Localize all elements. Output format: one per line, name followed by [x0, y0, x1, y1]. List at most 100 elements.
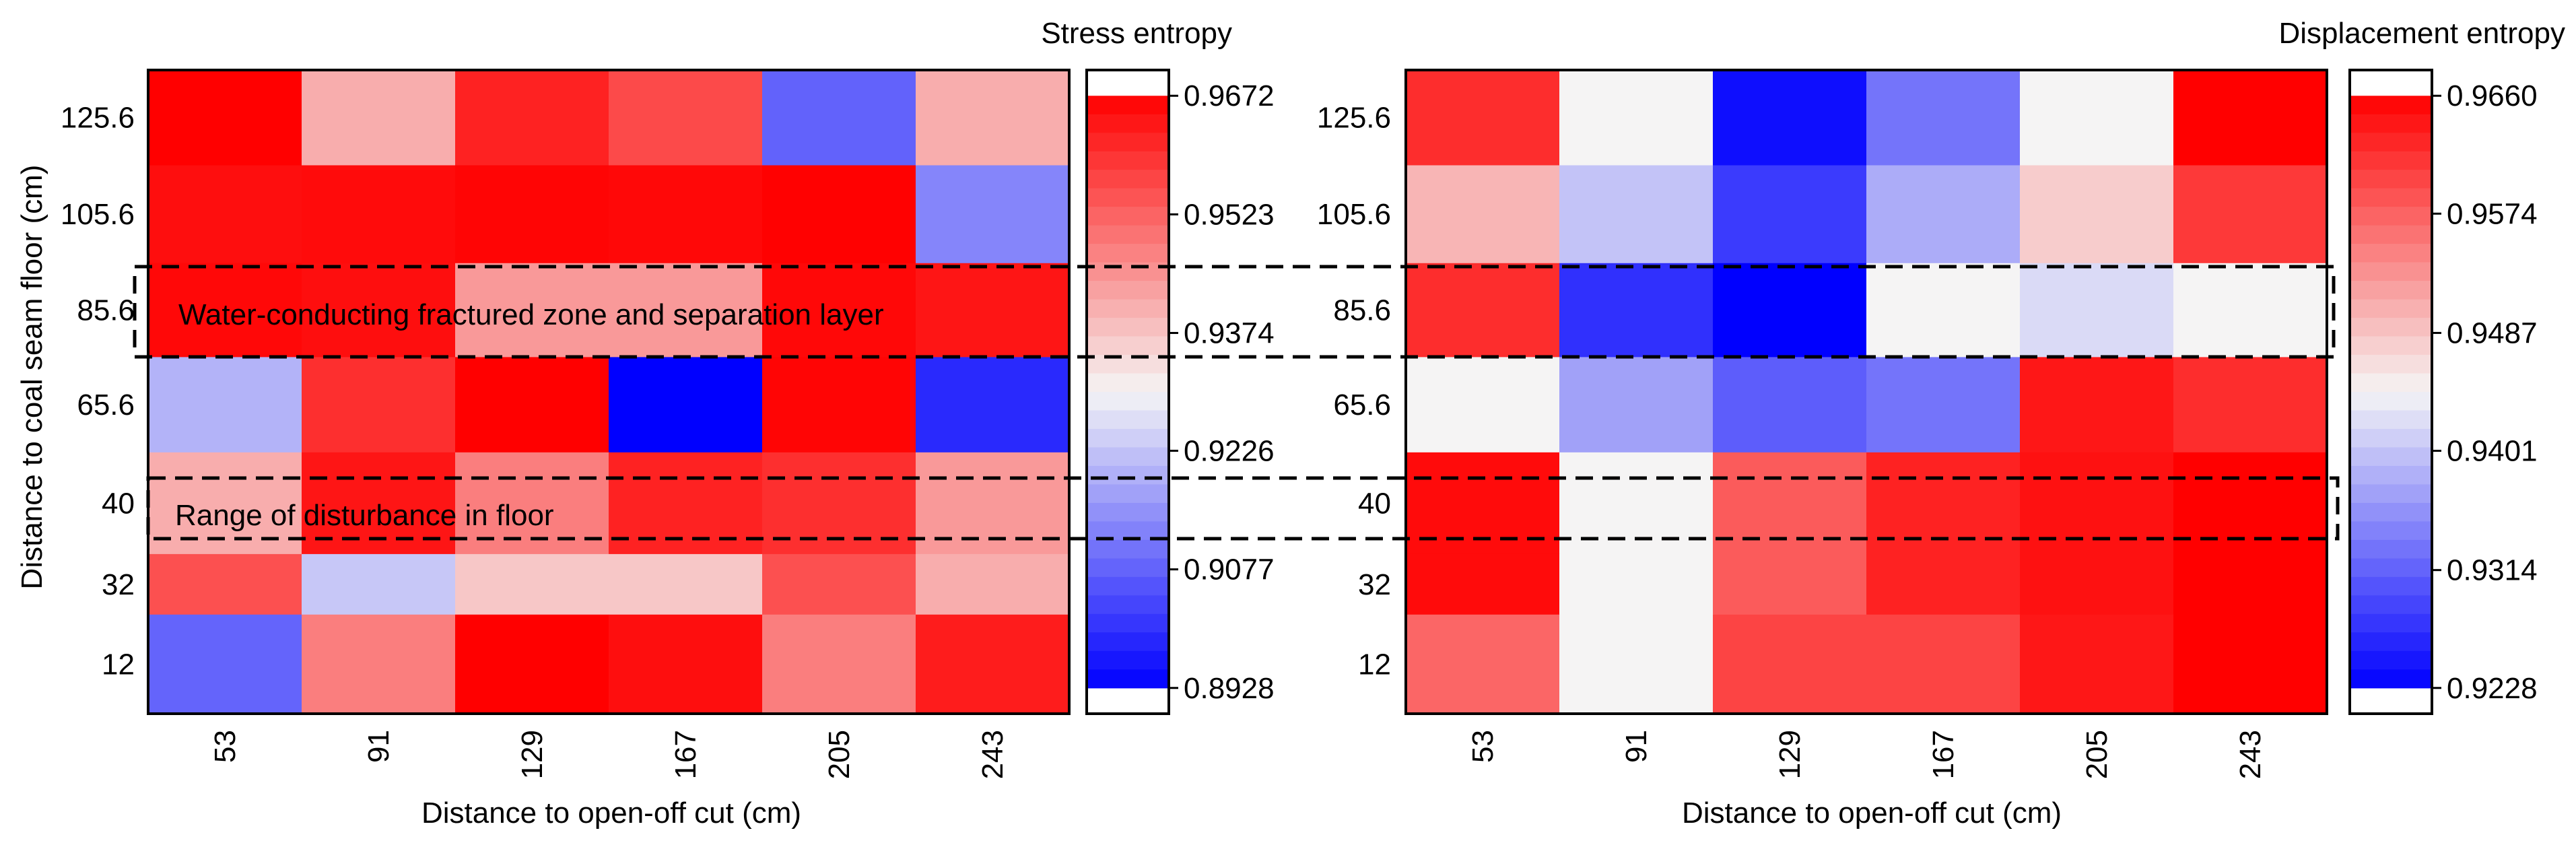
y-tick-label: 105.6 [61, 198, 135, 231]
colorbar-swatch [2350, 151, 2432, 170]
colorbar-swatch [2350, 262, 2432, 281]
heatmap-cell [609, 553, 763, 615]
x-tick-label: 53 [1466, 730, 1499, 763]
heatmap-cell [1713, 614, 1867, 714]
colorbar-swatch [1087, 133, 1169, 152]
colorbar-swatch [2350, 170, 2432, 189]
disturbance-range-label: Range of disturbance in floor [175, 499, 554, 532]
heatmap-cell [609, 263, 763, 358]
heatmap-cell [609, 357, 763, 453]
heatmap-cell [609, 70, 763, 166]
heatmap-cell [2020, 553, 2174, 615]
heatmap-cell [609, 452, 763, 555]
y-axis-title: Distance to coal seam floor (cm) [15, 165, 48, 590]
colorbar-swatch [2350, 558, 2432, 578]
colorbar-swatch [2350, 114, 2432, 133]
colorbar-swatch [1087, 613, 1169, 633]
heatmap-cell [1559, 553, 1714, 615]
heatmap-cell [455, 553, 609, 615]
colorbar-swatch [2350, 318, 2432, 337]
y-tick-label: 40 [102, 487, 135, 520]
colorbar-tick-label: 0.9523 [1184, 198, 1275, 231]
heatmap-cell [148, 70, 302, 166]
colorbar-swatch [1087, 410, 1169, 430]
colorbar-swatch [1087, 225, 1169, 244]
heatmap-cell [762, 614, 916, 714]
colorbar-swatch [2350, 447, 2432, 467]
heatmap-cell [2173, 263, 2328, 358]
stress-entropy-panel: 125.6 105.6 85.6 65.6 40 32 12 53 91 129 167 205 24… [15, 17, 1275, 830]
heatmap-cell [1713, 263, 1867, 358]
displacement-y-ticks: 125.6 105.6 85.6 65.6 40 32 12 [1317, 102, 1391, 681]
heatmap-cell [916, 614, 1070, 714]
colorbar-swatch [2350, 613, 2432, 633]
heatmap-cell [455, 357, 609, 453]
colorbar-swatch [2350, 502, 2432, 522]
displacement-heatmap-cells [1406, 70, 2328, 714]
heatmap-cell [148, 357, 302, 453]
colorbar-swatch [1087, 373, 1169, 393]
colorbar-swatch [1087, 484, 1169, 504]
colorbar-tick-label: 0.9314 [2447, 554, 2538, 587]
colorbar-tick-label: 0.9672 [1184, 79, 1275, 112]
colorbar-swatch [2350, 669, 2432, 689]
colorbar-tick-label: 0.9487 [2447, 316, 2538, 349]
displacement-x-ticks: 53 91 129 167 205 243 [1466, 730, 2267, 779]
colorbar-tick-label: 0.9401 [2447, 435, 2538, 468]
heatmap-cell [455, 70, 609, 166]
heatmap-cell [302, 165, 456, 264]
y-tick-label: 105.6 [1317, 198, 1391, 231]
heatmap-cell [1866, 70, 2021, 166]
x-tick-label: 53 [209, 730, 242, 763]
heatmap-cell [1559, 263, 1714, 358]
colorbar-swatch [1087, 539, 1169, 559]
heatmap-cell [2020, 614, 2174, 714]
colorbar-swatch [2350, 244, 2432, 263]
colorbar-swatch [2350, 521, 2432, 541]
colorbar-swatch [1087, 299, 1169, 318]
x-tick-label: 91 [1620, 730, 1653, 763]
heatmap-cell [609, 165, 763, 264]
x-tick-label: 205 [2080, 730, 2113, 779]
heatmap-cell [455, 614, 609, 714]
colorbar-tick-label: 0.9660 [2447, 79, 2538, 112]
displacement-x-axis-title: Distance to open-off cut (cm) [1682, 797, 2062, 830]
stress-heatmap-cells [148, 70, 1070, 714]
colorbar-tick-label: 0.9226 [1184, 434, 1275, 467]
colorbar-swatch [1087, 151, 1169, 170]
heatmap-cell [148, 553, 302, 615]
heatmap-cell [2173, 165, 2328, 264]
colorbar-tick-label: 0.9228 [2447, 672, 2538, 705]
x-tick-label: 129 [1773, 730, 1806, 779]
heatmap-cell [1559, 70, 1714, 166]
colorbar-swatch [2350, 96, 2432, 115]
heatmap-cell [302, 70, 456, 166]
colorbar-swatch [2350, 392, 2432, 411]
colorbar-swatch [2350, 465, 2432, 485]
colorbar-swatch [1087, 576, 1169, 596]
heatmap-cell [2173, 452, 2328, 555]
heatmap-cell [302, 553, 456, 615]
heatmap-cell [1866, 165, 2021, 264]
colorbar-swatch [1087, 281, 1169, 300]
x-tick-label: 167 [669, 730, 702, 779]
heatmap-cell [1866, 553, 2021, 615]
stress-y-ticks: 125.6 105.6 85.6 65.6 40 32 12 [61, 102, 135, 681]
stress-x-ticks: 53 91 129 167 205 243 [209, 730, 1009, 779]
colorbar-swatch [1087, 336, 1169, 356]
stress-colorbar: 0.9672 0.9523 0.9374 0.9226 0.9077 0.8928 [1085, 69, 1275, 715]
heatmap-cell [2173, 614, 2328, 714]
colorbar-swatch [1087, 318, 1169, 337]
heatmap-cell [1559, 614, 1714, 714]
y-tick-label: 125.6 [61, 102, 135, 135]
heatmap-cell [916, 263, 1070, 358]
y-tick-label: 85.6 [77, 294, 135, 327]
disturbance-range-box [146, 476, 2340, 541]
colorbar-swatch [2350, 225, 2432, 244]
heatmap-cell [302, 357, 456, 453]
heatmap-cell [1713, 553, 1867, 615]
heatmap-cell [762, 165, 916, 264]
heatmap-cell [2020, 263, 2174, 358]
colorbar-tick-label: 0.9374 [1184, 317, 1275, 350]
